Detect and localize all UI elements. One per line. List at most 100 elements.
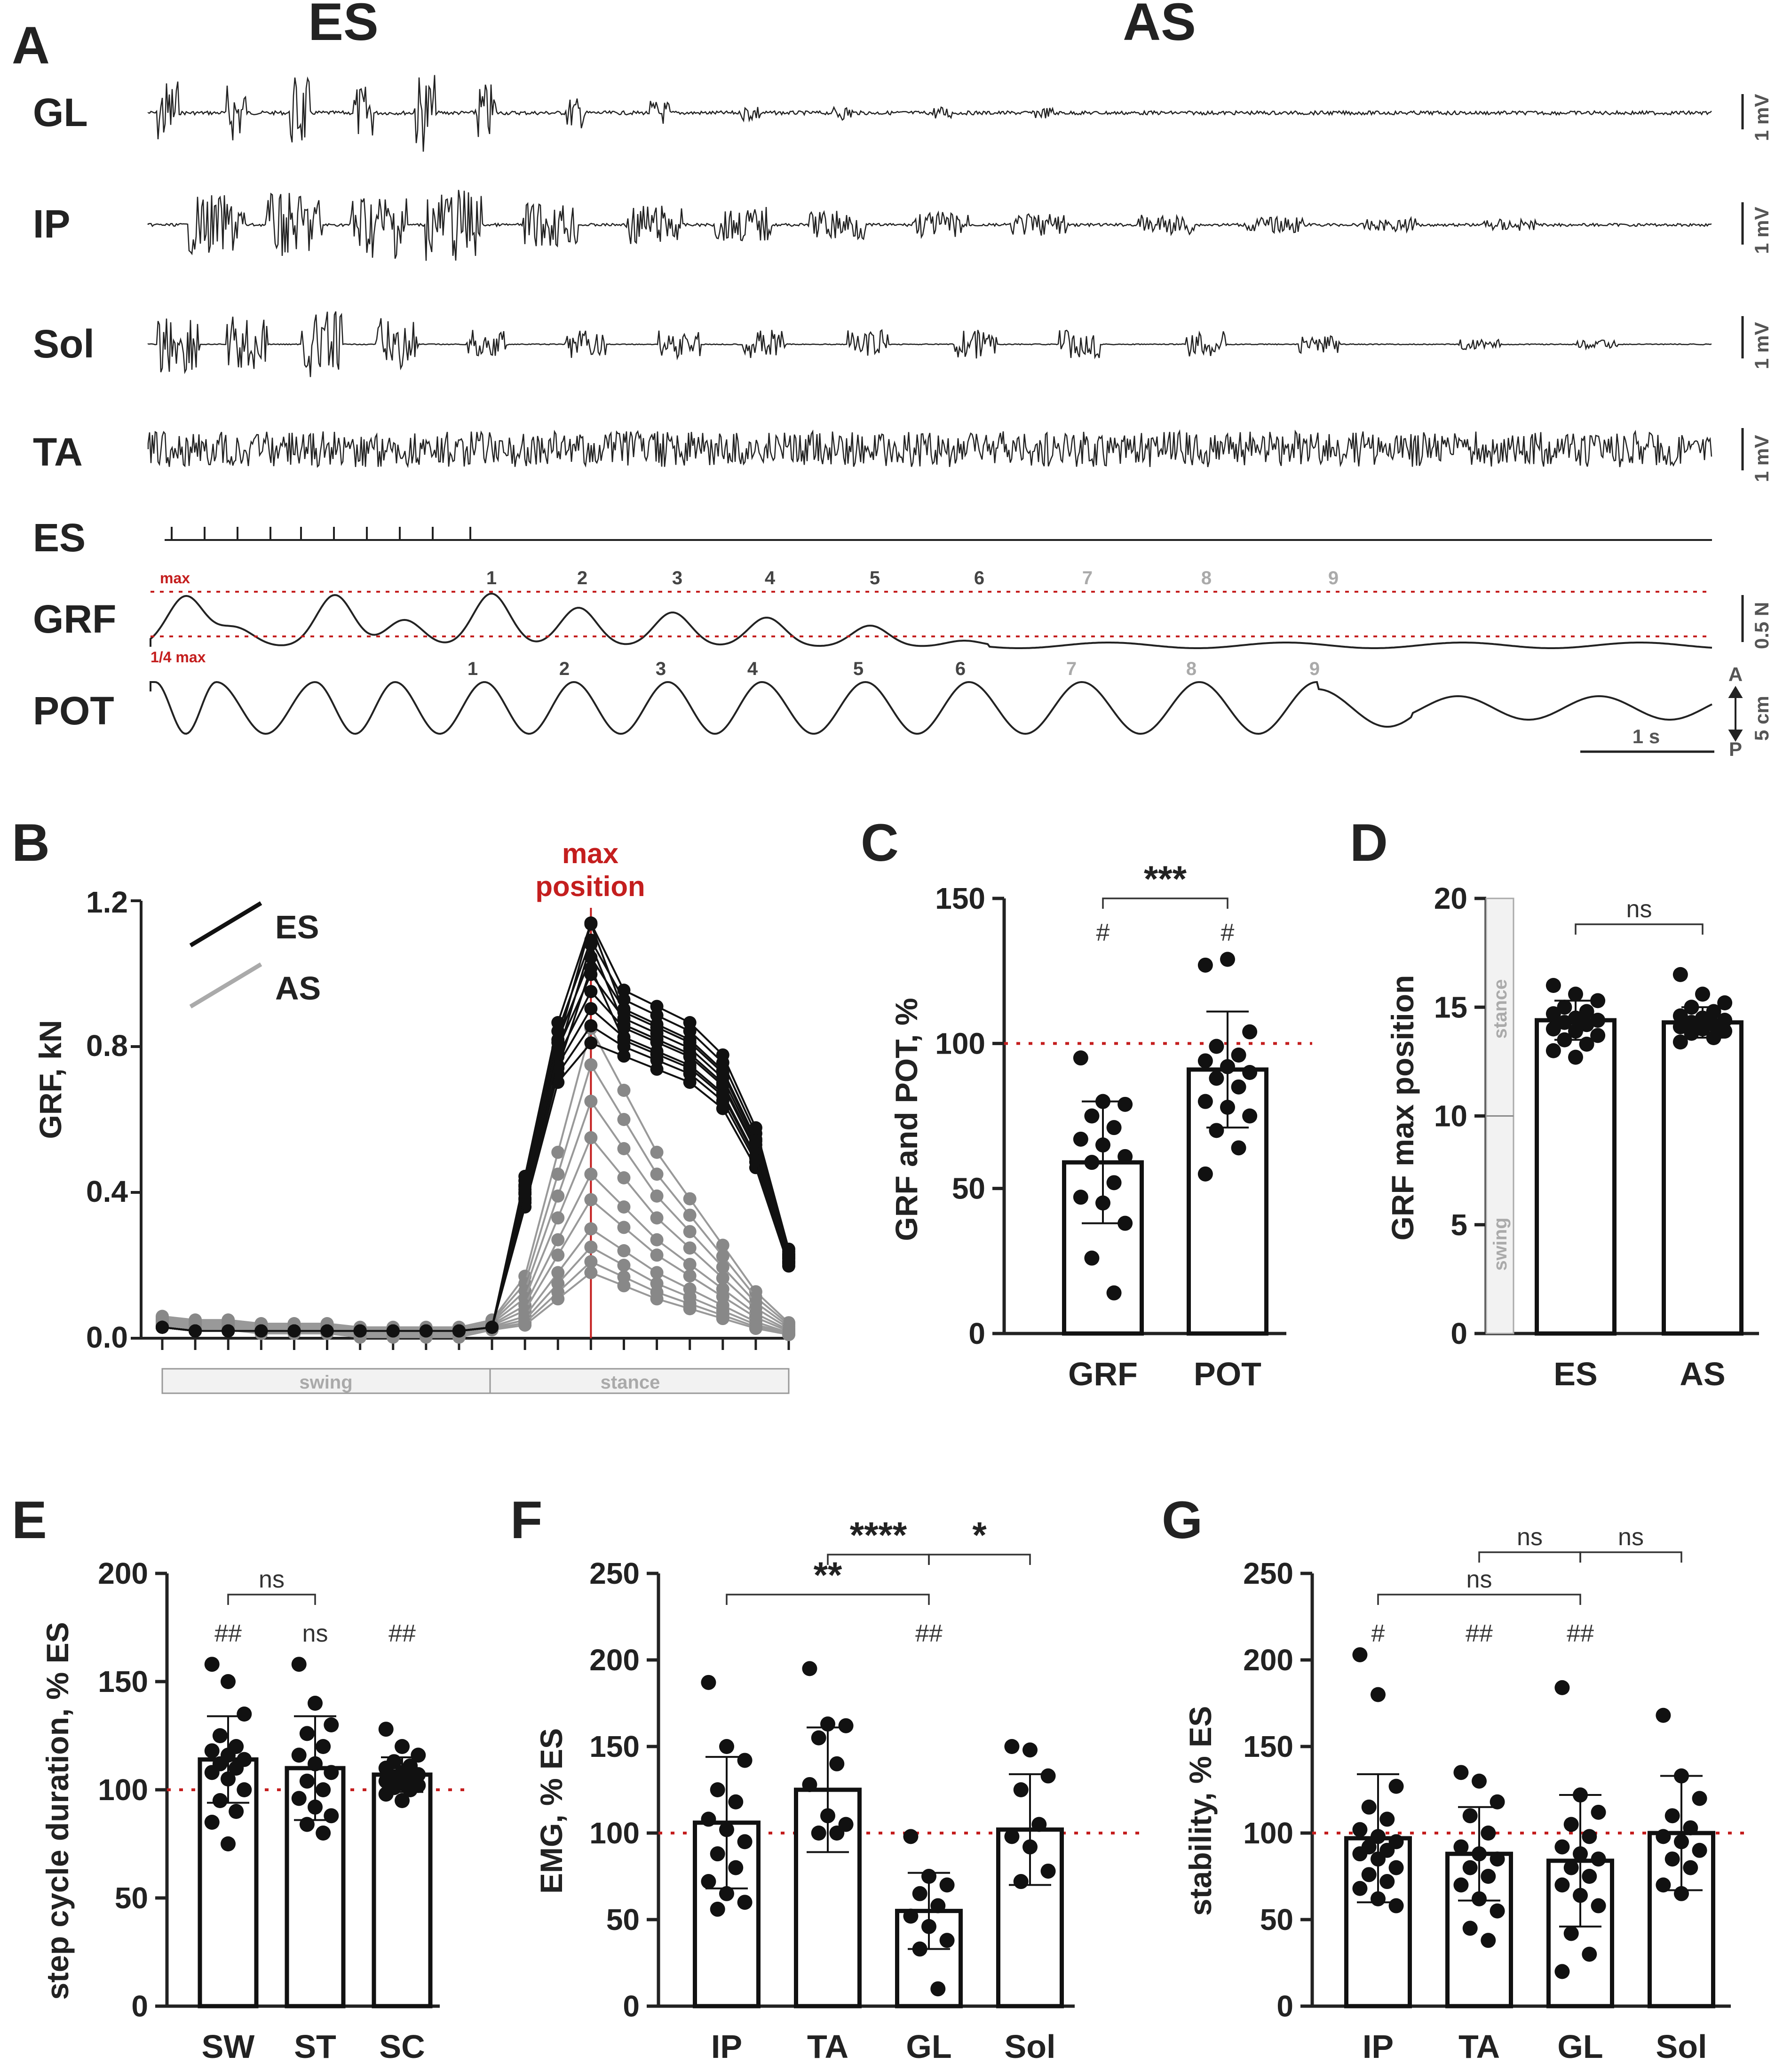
panel-c-data-point xyxy=(1106,1120,1122,1135)
grf-trace xyxy=(150,592,1712,649)
panel-e-data-point xyxy=(299,1817,315,1832)
panel-g-data-point xyxy=(1371,1851,1386,1867)
es-point xyxy=(683,1047,697,1061)
panel-g-data-point xyxy=(1490,1851,1505,1867)
es-point xyxy=(716,1048,729,1062)
es-point xyxy=(617,1005,631,1019)
pot-anterior-label: A xyxy=(1728,663,1743,685)
panel-g-data-point xyxy=(1379,1811,1395,1827)
as-point xyxy=(584,1266,598,1279)
panel-f-data-point xyxy=(701,1675,716,1690)
panel-e-ytick-label: 50 xyxy=(115,1881,148,1915)
pot-trace-label: POT xyxy=(33,689,114,733)
panel-label-g: G xyxy=(1162,1491,1203,1549)
panel-f-data-point xyxy=(939,1933,955,1948)
panel-g-data-point xyxy=(1674,1768,1689,1784)
panel-e-bar-sc xyxy=(372,1772,433,2008)
panel-g-data-point xyxy=(1481,1933,1496,1948)
panel-g-data-point xyxy=(1573,1787,1588,1803)
panel-e-category-label: ST xyxy=(294,2028,336,2065)
panel-e-ylabel: step cycle duration, % ES xyxy=(40,1622,75,2000)
panel-c-data-point xyxy=(1231,1079,1246,1095)
panel-d-data-point xyxy=(1684,1000,1699,1015)
pot-step-number: 3 xyxy=(656,659,666,679)
panel-e-data-point xyxy=(324,1717,339,1732)
panel-c-category-label: POT xyxy=(1194,1356,1261,1392)
panel-g-ytick-label: 100 xyxy=(1243,1816,1293,1850)
es-series-line xyxy=(162,921,790,1332)
panel-c-data-point xyxy=(1106,1285,1122,1301)
panel-g-data-point xyxy=(1683,1820,1698,1835)
panel-e-category-label: SW xyxy=(202,2028,255,2065)
panel-g-data-point xyxy=(1388,1778,1404,1794)
panel-e-data-point xyxy=(316,1826,331,1841)
as-point xyxy=(683,1208,697,1222)
es-point xyxy=(254,1324,268,1338)
panel-label-e: E xyxy=(12,1491,47,1549)
panel-a-header-as: AS xyxy=(1123,0,1196,51)
panel-d-sig-bracket xyxy=(1575,923,1704,935)
panel-c-hash-label: # xyxy=(1221,919,1235,946)
panel-c-data-point xyxy=(1106,1175,1122,1191)
panel-g-data-point xyxy=(1573,1888,1588,1903)
panel-g-sig-gl-sol-bracket xyxy=(1579,1551,1682,1563)
panel-f-data-point xyxy=(710,1782,725,1797)
panel-g-sig-ta-gl-label: ns xyxy=(1517,1524,1543,1551)
es-point xyxy=(551,1036,565,1049)
panel-d-stance-label: stance xyxy=(1490,979,1511,1039)
panel-f-category-label: GL xyxy=(906,2028,951,2065)
panel-g-data-point xyxy=(1692,1791,1707,1806)
panel-g-data-point xyxy=(1462,1860,1478,1875)
panel-d-data-point xyxy=(1545,1043,1561,1058)
panel-d-ytick-label: 0 xyxy=(1450,1317,1467,1350)
panel-g-data-point xyxy=(1371,1687,1386,1702)
panel-d-data-point xyxy=(1557,1000,1572,1015)
panel-e-data-point xyxy=(237,1707,252,1722)
panel-c-ylabel: GRF and POT, % xyxy=(889,998,924,1241)
time-scale-label: 1 s xyxy=(1633,725,1660,747)
panel-c-plot: 0 50 100 150 GRF # POT # *** xyxy=(935,858,1312,1392)
panel-g-data-point xyxy=(1472,1846,1487,1862)
panel-g-data-point xyxy=(1453,1839,1469,1855)
panel-f-data-point xyxy=(737,1753,753,1768)
panel-f-data-point xyxy=(930,1898,946,1913)
grf-trace-label: GRF xyxy=(33,597,116,641)
panel-g-data-point xyxy=(1683,1860,1698,1875)
as-point xyxy=(584,1095,598,1108)
panel-e-data-point xyxy=(212,1728,228,1743)
panel-g-data-point xyxy=(1591,1851,1606,1867)
grf-step-number: 7 xyxy=(1082,568,1093,588)
channel-label-gl: GL xyxy=(33,90,88,135)
panel-f-data-point xyxy=(719,1886,734,1901)
sol-emg-trace xyxy=(147,311,1712,377)
as-point xyxy=(584,1255,598,1269)
panel-label-d: D xyxy=(1350,813,1388,872)
as-point xyxy=(584,1193,598,1207)
panel-g-ytick-label: 50 xyxy=(1260,1903,1293,1937)
panel-f-data-point xyxy=(921,1869,936,1884)
panel-e-data-point xyxy=(308,1799,323,1815)
panel-f-sig-ta-gl-bracket xyxy=(827,1554,930,1565)
panel-g-data-point xyxy=(1379,1874,1395,1889)
panel-f-data-point xyxy=(802,1777,817,1792)
panel-e-data-point xyxy=(291,1791,307,1806)
as-point xyxy=(683,1269,697,1283)
panel-g-data-point xyxy=(1656,1877,1671,1893)
panel-f-data-point xyxy=(903,1908,919,1924)
ip-scale-label: 1 mV xyxy=(1751,207,1773,254)
panel-d-data-point xyxy=(1672,1034,1688,1050)
panel-e-ytick-label: 200 xyxy=(98,1556,148,1590)
panel-c-data-point xyxy=(1117,1149,1133,1164)
panel-f-data-point xyxy=(829,1756,845,1771)
panel-f-data-point xyxy=(1013,1782,1029,1797)
pot-step-number: 7 xyxy=(1066,659,1077,679)
pot-scale-label: 5 cm xyxy=(1751,696,1773,741)
panel-f-ytick-label: 0 xyxy=(623,1989,640,2023)
panel-g-data-point xyxy=(1563,1926,1579,1941)
es-stim-label: ES xyxy=(33,516,86,560)
panel-f-ytick-label: 200 xyxy=(589,1643,640,1677)
as-point xyxy=(584,1240,598,1254)
as-point xyxy=(617,1171,631,1184)
panel-e-data-point xyxy=(308,1696,323,1711)
panel-c-data-point xyxy=(1117,1215,1133,1231)
